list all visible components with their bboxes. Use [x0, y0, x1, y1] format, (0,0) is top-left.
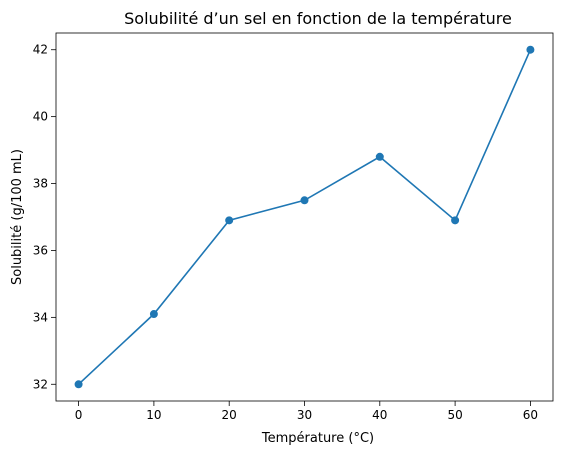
x-tick-label: 40 [372, 408, 387, 422]
data-point [300, 196, 309, 205]
y-tick-label: 36 [33, 243, 48, 257]
y-tick-label: 32 [33, 377, 48, 391]
y-tick-label: 42 [33, 43, 48, 57]
y-tick-label: 34 [33, 310, 48, 324]
data-point [526, 45, 535, 54]
x-tick-label: 20 [222, 408, 237, 422]
data-point [375, 152, 384, 161]
x-tick-label: 50 [447, 408, 462, 422]
y-tick-label: 40 [33, 110, 48, 124]
chart-title: Solubilité d’un sel en fonction de la te… [124, 9, 512, 28]
y-axis-label: Solubilité (g/100 mL) [10, 149, 25, 285]
plot-frame [55, 32, 554, 402]
x-tick-label: 0 [75, 408, 83, 422]
y-tick-label: 38 [33, 177, 48, 191]
x-tick-label: 60 [523, 408, 538, 422]
data-point [149, 310, 158, 319]
data-point [74, 380, 83, 389]
series-line [78, 49, 532, 385]
plot-area: 0 10 20 30 40 50 60 32 34 36 38 40 42 [33, 32, 554, 422]
x-tick-label: 10 [146, 408, 161, 422]
data-point [225, 216, 234, 225]
x-axis-label: Température (°C) [261, 431, 374, 446]
x-tick-label: 30 [297, 408, 312, 422]
data-point [451, 216, 460, 225]
